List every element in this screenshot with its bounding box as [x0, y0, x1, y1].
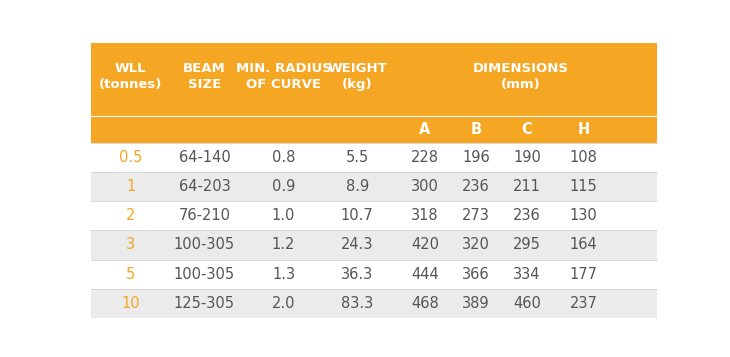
- Text: 320: 320: [462, 237, 490, 252]
- Text: H: H: [577, 122, 590, 137]
- Text: 8.9: 8.9: [345, 179, 369, 194]
- Text: 237: 237: [569, 296, 597, 311]
- Text: 2.0: 2.0: [272, 296, 296, 311]
- Text: 115: 115: [569, 179, 597, 194]
- Text: 468: 468: [411, 296, 439, 311]
- Bar: [91, 43, 657, 143]
- Bar: [91, 172, 657, 201]
- Text: BEAM
SIZE: BEAM SIZE: [183, 62, 226, 91]
- Text: 236: 236: [513, 208, 541, 223]
- Bar: [91, 231, 657, 260]
- Text: 100-305: 100-305: [174, 267, 235, 282]
- Text: 420: 420: [411, 237, 439, 252]
- Bar: [91, 201, 657, 231]
- Text: 0.8: 0.8: [272, 150, 296, 165]
- Bar: [91, 143, 657, 172]
- Bar: [91, 289, 657, 318]
- Text: 228: 228: [411, 150, 439, 165]
- Text: 334: 334: [513, 267, 541, 282]
- Text: 24.3: 24.3: [341, 237, 374, 252]
- Text: 1.2: 1.2: [272, 237, 296, 252]
- Text: 100-305: 100-305: [174, 237, 235, 252]
- Text: 3: 3: [126, 237, 136, 252]
- Text: 64-203: 64-203: [179, 179, 230, 194]
- Text: 211: 211: [513, 179, 541, 194]
- Text: 0.5: 0.5: [119, 150, 142, 165]
- Text: 5: 5: [126, 267, 136, 282]
- Text: 190: 190: [513, 150, 541, 165]
- Text: 1.3: 1.3: [272, 267, 295, 282]
- Text: 36.3: 36.3: [341, 267, 373, 282]
- Text: 10.7: 10.7: [341, 208, 374, 223]
- Text: DIMENSIONS
(mm): DIMENSIONS (mm): [473, 62, 569, 91]
- Text: 1.0: 1.0: [272, 208, 296, 223]
- Text: 273: 273: [462, 208, 490, 223]
- Text: 366: 366: [462, 267, 490, 282]
- Text: 83.3: 83.3: [341, 296, 373, 311]
- Text: 236: 236: [462, 179, 490, 194]
- Text: 295: 295: [513, 237, 541, 252]
- Text: 2: 2: [126, 208, 136, 223]
- Text: 318: 318: [411, 208, 439, 223]
- Text: 5.5: 5.5: [345, 150, 369, 165]
- Text: 76-210: 76-210: [178, 208, 231, 223]
- Text: 196: 196: [462, 150, 490, 165]
- Text: 164: 164: [569, 237, 597, 252]
- Text: MIN. RADIUS
OF CURVE: MIN. RADIUS OF CURVE: [236, 62, 331, 91]
- Bar: [91, 260, 657, 289]
- Text: WEIGHT
(kg): WEIGHT (kg): [327, 62, 387, 91]
- Text: 0.9: 0.9: [272, 179, 296, 194]
- Text: B: B: [470, 122, 482, 137]
- Text: 389: 389: [462, 296, 490, 311]
- Text: 10: 10: [121, 296, 140, 311]
- Text: 177: 177: [569, 267, 597, 282]
- Text: 64-140: 64-140: [179, 150, 230, 165]
- Text: 460: 460: [513, 296, 541, 311]
- Text: A: A: [419, 122, 431, 137]
- Text: C: C: [521, 122, 532, 137]
- Text: 125-305: 125-305: [174, 296, 235, 311]
- Text: 1: 1: [126, 179, 136, 194]
- Text: 108: 108: [569, 150, 597, 165]
- Text: 130: 130: [569, 208, 597, 223]
- Text: WLL
(tonnes): WLL (tonnes): [99, 62, 163, 91]
- Text: 300: 300: [411, 179, 439, 194]
- Text: 444: 444: [411, 267, 439, 282]
